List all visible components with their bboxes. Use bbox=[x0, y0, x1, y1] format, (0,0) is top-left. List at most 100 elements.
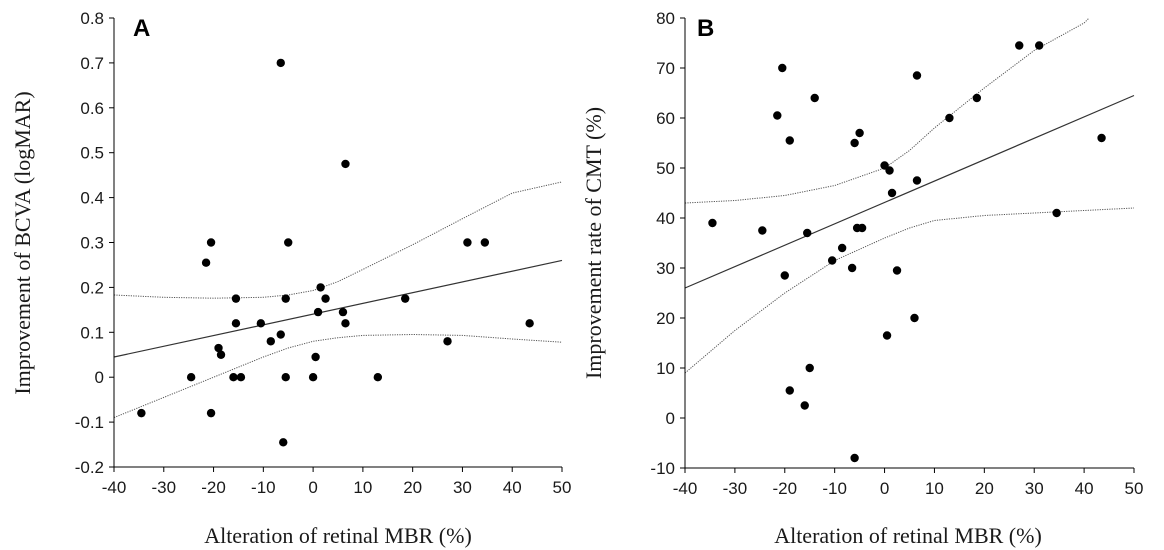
data-point bbox=[758, 226, 767, 235]
data-point bbox=[1035, 41, 1044, 50]
y-tick-label: -0.1 bbox=[75, 413, 104, 432]
data-point bbox=[281, 373, 290, 382]
data-point bbox=[850, 453, 859, 463]
x-tick-label: -30 bbox=[151, 478, 176, 497]
data-point bbox=[341, 159, 350, 169]
x-tick-label: 40 bbox=[1075, 479, 1094, 498]
data-point bbox=[885, 166, 894, 175]
data-point bbox=[201, 258, 211, 267]
data-point bbox=[266, 337, 275, 346]
y-tick-label: 70 bbox=[656, 59, 675, 78]
y-tick-label: 10 bbox=[656, 359, 675, 378]
x-axis-label: Alteration of retinal MBR (%) bbox=[774, 523, 1042, 548]
data-point bbox=[847, 263, 857, 273]
data-point bbox=[316, 283, 325, 292]
data-point bbox=[443, 337, 452, 346]
y-axis-ticks: -0.2 -0.1 0 0.1 0.2 0.3 0.4 0.5 0.6 0.7 0.8 bbox=[75, 9, 114, 477]
data-point bbox=[887, 188, 897, 198]
data-point bbox=[186, 373, 196, 382]
x-axis-ticks: -40 -30 -20 -10 0 10 20 30 40 50 bbox=[673, 468, 1144, 498]
x-tick-label: 50 bbox=[553, 478, 572, 497]
x-tick-label: 0 bbox=[308, 478, 317, 497]
y-tick-label: 0.8 bbox=[80, 9, 104, 28]
panel-a: A -40 -30 -20 -10 0 10 20 30 40 50 -0.2 -0.1 0 0.1 0.… bbox=[10, 9, 571, 548]
x-tick-label: 30 bbox=[1025, 479, 1044, 498]
data-point bbox=[912, 71, 922, 80]
x-tick-label: -20 bbox=[772, 479, 797, 498]
data-point bbox=[850, 138, 859, 148]
data-point bbox=[857, 223, 867, 233]
data-point bbox=[216, 350, 226, 359]
data-point bbox=[338, 307, 348, 317]
data-point bbox=[785, 386, 794, 395]
y-tick-label: 50 bbox=[656, 159, 675, 178]
data-point bbox=[321, 294, 330, 303]
data-point bbox=[803, 228, 812, 238]
data-point bbox=[1015, 41, 1024, 50]
y-tick-label: 20 bbox=[656, 309, 675, 328]
x-tick-label: 30 bbox=[453, 478, 472, 497]
regression-line-group bbox=[113, 259, 563, 358]
data-point bbox=[972, 93, 982, 103]
y-axis-label: Improvement of BCVA (logMAR) bbox=[10, 91, 35, 394]
data-point bbox=[229, 373, 238, 382]
axes bbox=[113, 18, 562, 468]
y-tick-label: 80 bbox=[656, 9, 675, 28]
x-axis-label: Alteration of retinal MBR (%) bbox=[204, 523, 472, 548]
regression-line bbox=[684, 94, 1135, 289]
x-axis-ticks: -40 -30 -20 -10 0 10 20 30 40 50 bbox=[102, 467, 572, 497]
x-tick-label: -40 bbox=[673, 479, 698, 498]
data-points bbox=[708, 41, 1106, 463]
data-point bbox=[827, 256, 837, 265]
ci-lower-curve bbox=[113, 333, 563, 419]
data-point bbox=[284, 238, 293, 247]
panel-b: B -40 -30 -20 -10 0 10 20 30 40 50 -10 0 10 20 30 40 50… bbox=[581, 9, 1143, 548]
y-tick-label: 0.1 bbox=[80, 323, 104, 342]
y-tick-label: 0.5 bbox=[80, 144, 104, 163]
y-tick-label: 0.6 bbox=[80, 99, 104, 118]
data-point bbox=[308, 373, 318, 382]
data-point bbox=[810, 93, 819, 103]
y-tick-label: 0.7 bbox=[80, 54, 104, 73]
x-tick-label: 20 bbox=[403, 478, 422, 497]
x-tick-label: -10 bbox=[822, 479, 847, 498]
data-point bbox=[780, 271, 789, 280]
data-point bbox=[463, 238, 472, 247]
y-tick-label: 60 bbox=[656, 109, 675, 128]
x-tick-label: -20 bbox=[201, 478, 226, 497]
data-points bbox=[137, 58, 534, 447]
data-point bbox=[837, 243, 847, 253]
x-tick-label: 10 bbox=[353, 478, 372, 497]
y-tick-label: 0 bbox=[95, 368, 104, 387]
data-point bbox=[311, 352, 320, 362]
data-point bbox=[401, 294, 410, 303]
data-point bbox=[137, 408, 146, 418]
data-point bbox=[785, 136, 794, 145]
y-tick-label: 0.3 bbox=[80, 234, 104, 253]
data-point bbox=[373, 373, 383, 382]
data-point bbox=[912, 176, 922, 185]
y-tick-label: 40 bbox=[656, 209, 675, 228]
data-point bbox=[525, 319, 534, 328]
data-point bbox=[892, 266, 902, 275]
ci-upper-curve bbox=[113, 181, 563, 299]
data-point bbox=[773, 111, 782, 120]
data-point bbox=[945, 113, 954, 123]
data-point bbox=[1052, 208, 1061, 218]
data-point bbox=[480, 238, 490, 247]
y-tick-label: -10 bbox=[650, 459, 675, 478]
y-tick-label: 30 bbox=[656, 259, 675, 278]
data-point bbox=[855, 128, 864, 138]
data-point bbox=[778, 63, 787, 73]
x-tick-label: -10 bbox=[251, 478, 276, 497]
x-tick-label: 40 bbox=[503, 478, 522, 497]
data-point bbox=[231, 294, 241, 303]
x-tick-label: 50 bbox=[1125, 479, 1144, 498]
x-tick-label: -40 bbox=[102, 478, 127, 497]
x-tick-label: 0 bbox=[880, 479, 889, 498]
data-point bbox=[1097, 133, 1106, 143]
data-point bbox=[276, 330, 285, 339]
panel-letter: A bbox=[133, 15, 150, 42]
x-tick-label: -30 bbox=[723, 479, 748, 498]
